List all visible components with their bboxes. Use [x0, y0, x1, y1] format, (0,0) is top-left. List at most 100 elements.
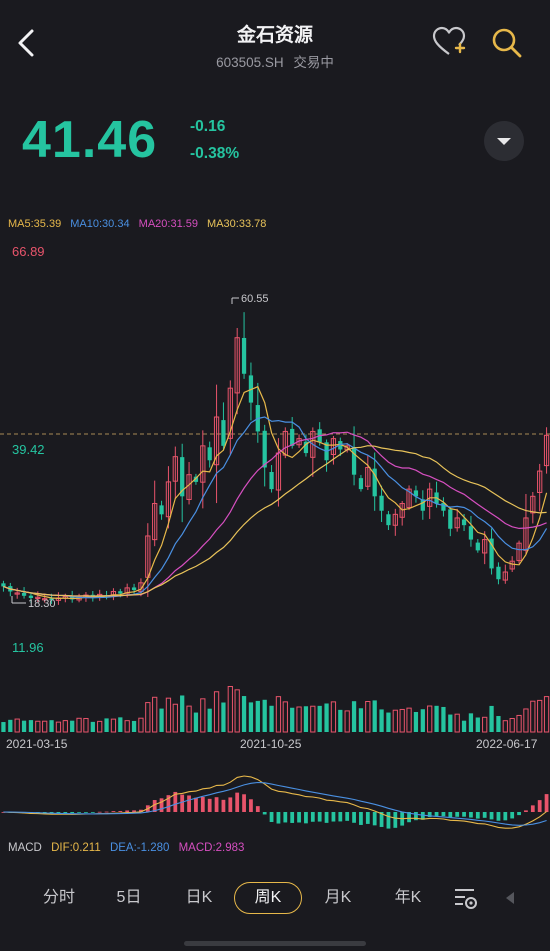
volume-bar — [330, 701, 337, 733]
tab-yearly-k[interactable]: 年K — [394, 889, 422, 906]
current-price: 41.46 — [22, 111, 158, 169]
macd-bar — [365, 812, 370, 824]
macd-bar — [97, 811, 102, 813]
date-start: 2021-03-15 — [6, 737, 68, 751]
dea-label: DEA:-1.280 — [109, 842, 170, 854]
tab-intraday[interactable]: 分时 — [42, 889, 75, 906]
volume-bar — [118, 717, 123, 732]
trading-status: 交易中 — [293, 55, 334, 70]
candle — [138, 578, 144, 597]
tab-daily-k[interactable]: 日K — [185, 889, 213, 906]
candle — [454, 508, 460, 532]
macd-bar — [331, 812, 336, 822]
candle — [543, 427, 550, 474]
tab-weekly-k[interactable]: 周K — [234, 882, 302, 914]
macd-bar — [503, 812, 508, 821]
macd-bar — [441, 812, 446, 817]
candle — [379, 485, 384, 522]
volume-bar — [200, 698, 206, 733]
price-axis-mid: 39.42 — [12, 442, 45, 457]
volume-bar — [468, 713, 474, 732]
candle — [234, 327, 240, 415]
add-favorite-icon[interactable] — [432, 26, 466, 58]
scroll-left-icon[interactable] — [500, 888, 520, 908]
volume-bar — [461, 720, 467, 732]
volume-bar — [372, 700, 377, 732]
macd-bar — [118, 811, 123, 812]
candle — [502, 564, 508, 584]
macd-bar — [510, 812, 515, 819]
price-change-percent: -0.38% — [190, 145, 240, 162]
stock-subtitle: 603505.SH 交易中 — [0, 51, 550, 71]
macd-bar — [249, 799, 253, 812]
candle — [420, 490, 425, 520]
volume-bar — [180, 695, 185, 732]
macd-name: MACD — [8, 842, 42, 854]
date-mid: 2021-10-25 — [240, 737, 302, 751]
macd-bar — [338, 812, 343, 822]
candle — [172, 446, 178, 499]
volume-bar — [441, 706, 446, 732]
macd-bar — [194, 797, 198, 812]
macd-bar — [448, 812, 453, 818]
expand-quote-button[interactable] — [484, 121, 524, 161]
volume-bar — [248, 702, 254, 732]
volume-bar — [379, 709, 384, 732]
candle — [386, 510, 391, 530]
ma5-line — [3, 385, 548, 600]
candle — [213, 384, 220, 504]
low-marker-label: 18.30 — [28, 598, 56, 610]
candle — [489, 528, 494, 575]
chart-settings-icon[interactable] — [452, 884, 480, 912]
macd-bar — [482, 812, 487, 818]
high-marker-label: 60.55 — [241, 293, 269, 305]
macd-bar — [166, 795, 171, 812]
candlestick-chart[interactable]: 60.55 18.30 — [0, 240, 550, 610]
volume-bar — [35, 720, 41, 733]
volume-bar — [406, 707, 412, 733]
macd-bar — [207, 798, 212, 812]
candle — [537, 463, 543, 512]
volume-bar — [509, 717, 515, 733]
macd-bar — [489, 812, 494, 820]
header: 金石资源 603505.SH 交易中 — [0, 0, 550, 82]
macd-bar — [84, 812, 88, 813]
volume-chart — [1, 686, 550, 733]
volume-bar — [221, 702, 226, 732]
macd-bar — [214, 797, 219, 812]
back-arrow-icon[interactable] — [10, 26, 44, 60]
candle — [351, 426, 357, 486]
macd-bar — [317, 812, 322, 822]
stock-name: 金石资源 — [236, 25, 313, 46]
volume-bar — [76, 717, 82, 733]
volume-bar — [386, 712, 391, 732]
ma10-label: MA10:30.34 — [70, 218, 130, 230]
macd-bar — [420, 812, 425, 820]
volume-bar — [90, 721, 95, 732]
volume-bar — [104, 718, 109, 732]
volume-bar — [241, 696, 247, 732]
tab-5day[interactable]: 5日 — [116, 889, 142, 906]
ma5-label: MA5:35.39 — [8, 218, 62, 230]
candle — [441, 497, 446, 517]
candle — [110, 588, 117, 601]
volume-bar — [310, 705, 316, 733]
volume-bar — [14, 718, 20, 733]
macd-legend: MACD DIF:0.211 DEA:-1.280 MACD:2.983 — [8, 842, 250, 854]
tab-monthly-k[interactable]: 月K — [324, 889, 352, 906]
price-axis-max: 66.89 — [12, 244, 45, 259]
price-axis-min: 11.96 — [12, 640, 44, 655]
volume-bar — [21, 720, 27, 732]
volume-bar — [475, 717, 480, 732]
candle — [200, 430, 206, 509]
volume-bar — [399, 708, 405, 733]
macd-bar — [372, 812, 377, 826]
candle — [104, 590, 109, 600]
macd-bar — [414, 812, 418, 821]
candle — [475, 539, 480, 553]
volume-bar — [296, 706, 302, 733]
macd-bar — [517, 812, 521, 816]
candle — [399, 500, 405, 526]
volume-bar — [317, 705, 322, 732]
search-icon[interactable] — [490, 26, 524, 60]
